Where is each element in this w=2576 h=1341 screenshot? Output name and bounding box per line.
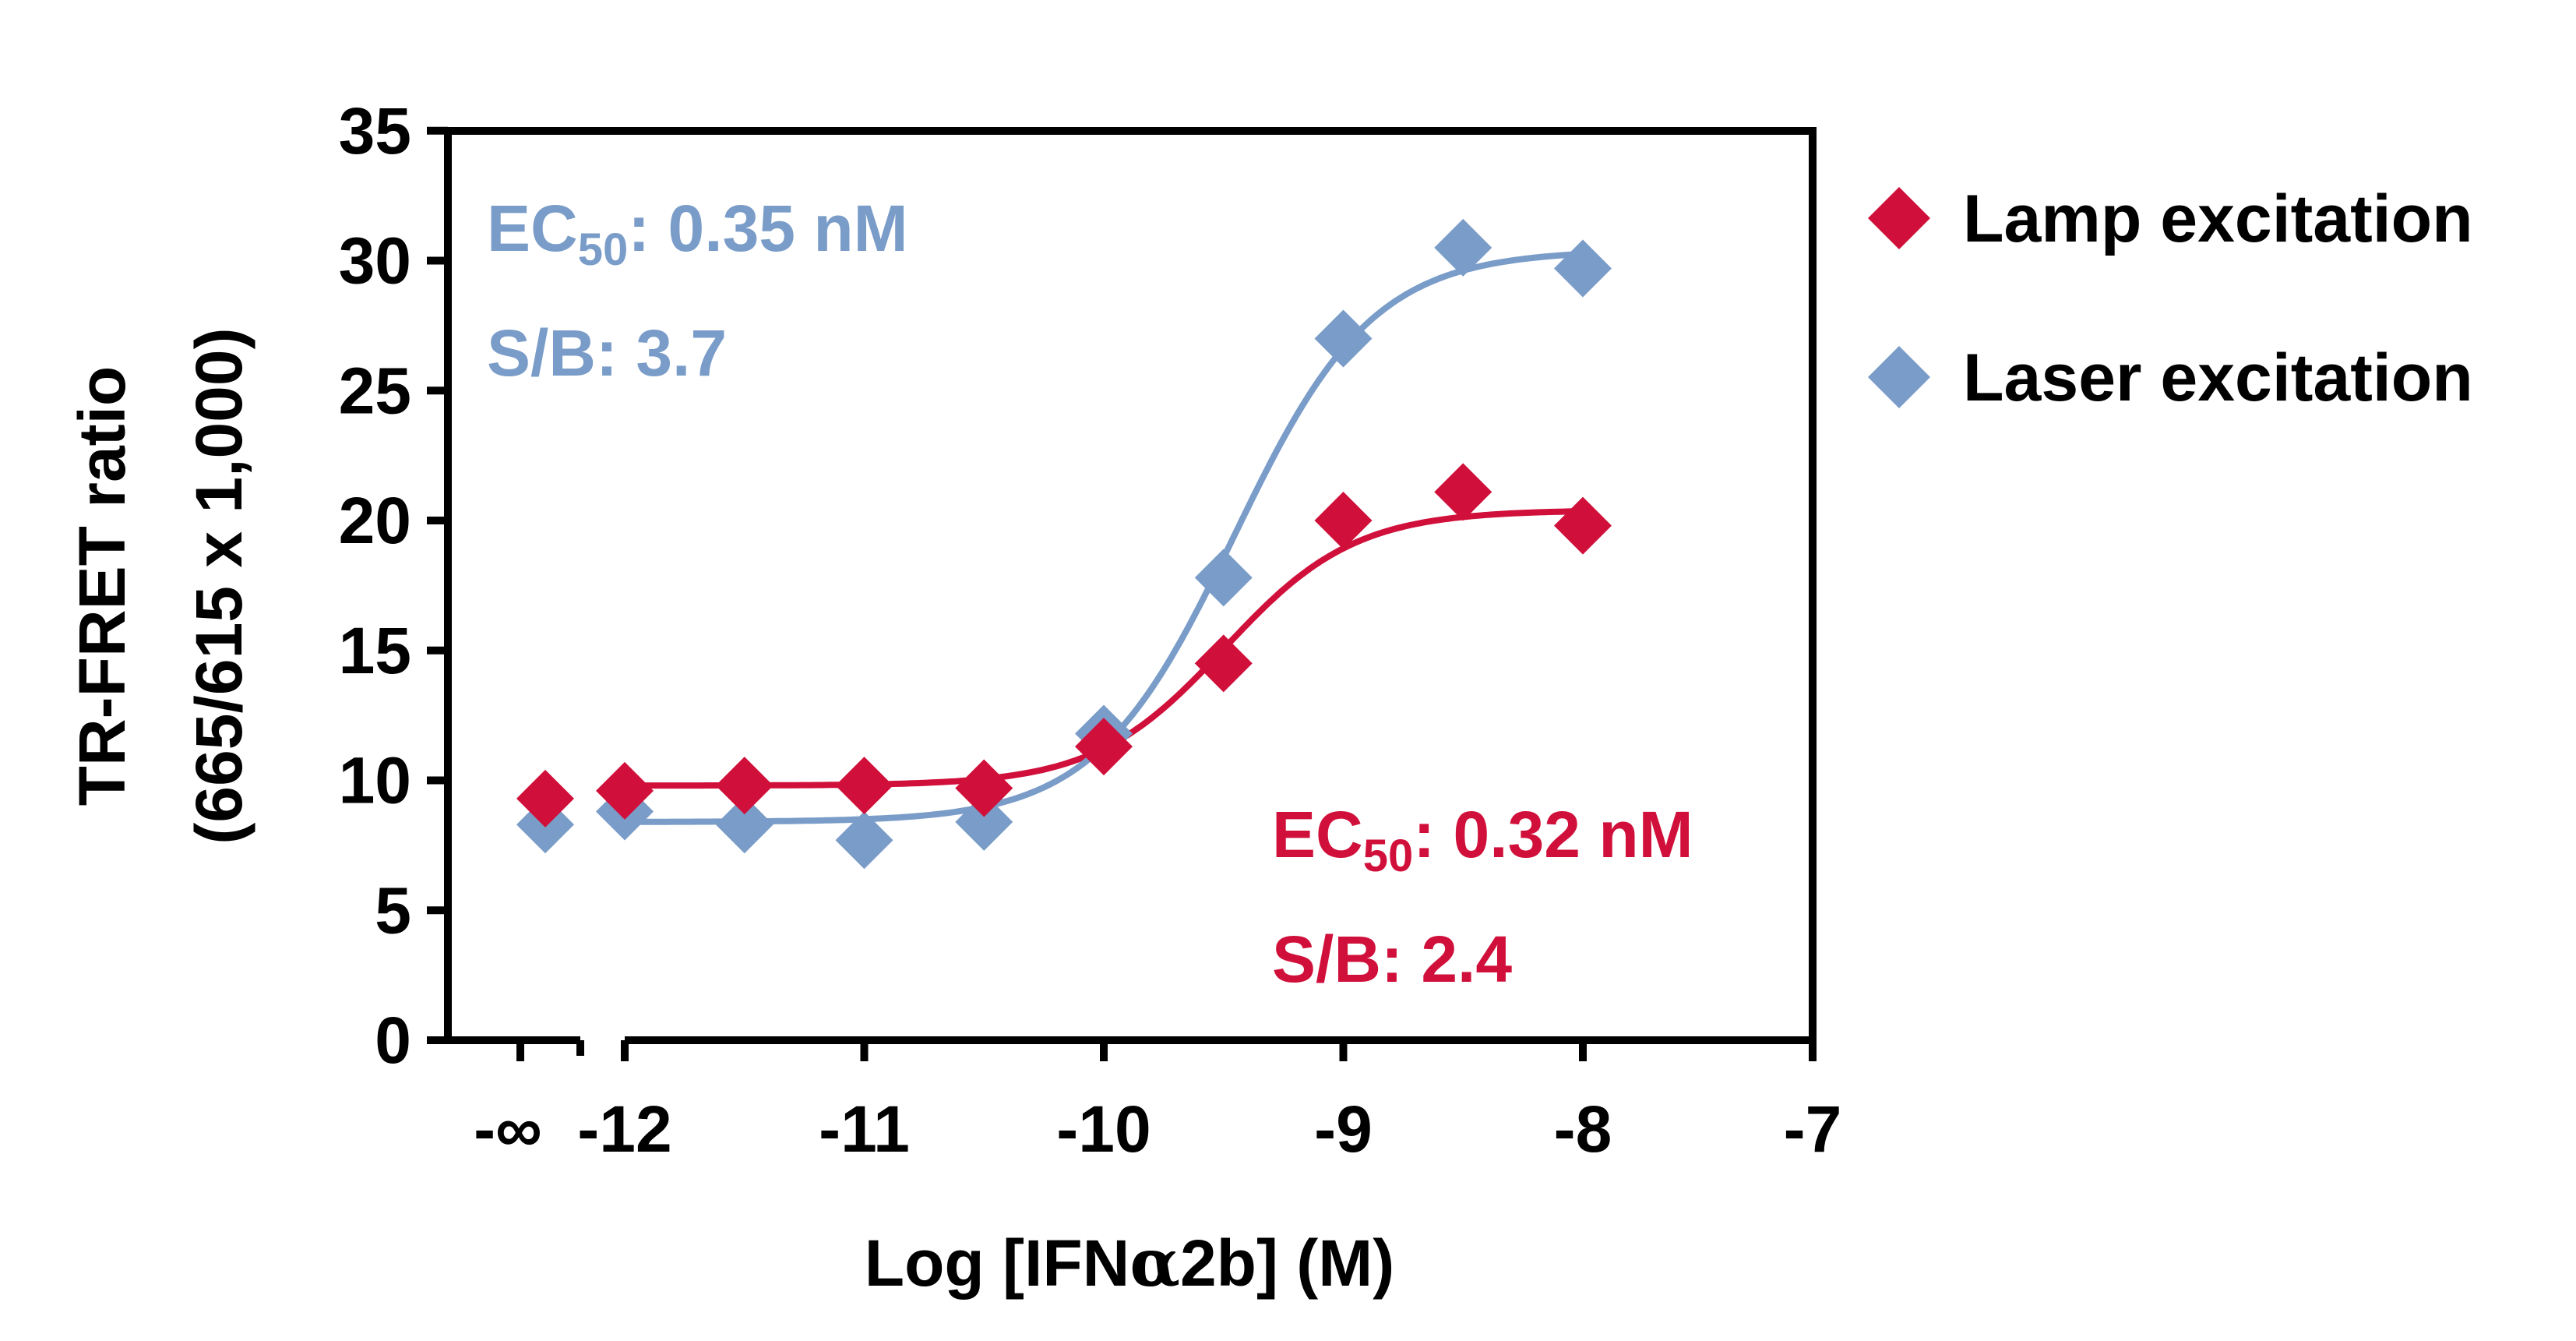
legend-laser-marker: [1868, 346, 1930, 408]
legend-lamp-marker: [1868, 187, 1930, 249]
x-axis-title-pre: Log [IFN: [865, 1226, 1130, 1300]
lamp-sb-annotation: S/B: 2.4: [1272, 923, 1512, 996]
laser-ec50-label: EC: [487, 192, 578, 265]
y-axis-title-line1: TR-FRET ratio: [65, 366, 139, 806]
laser-excitation-point: [1194, 549, 1253, 607]
y-tick-label: 35: [339, 94, 411, 168]
lamp-ec50-label: EC: [1272, 798, 1363, 871]
laser-ec50-value: : 0.35 nM: [628, 192, 907, 265]
y-tick-label: 25: [339, 354, 411, 427]
y-axis-title-line2: (665/615 x 1,000): [182, 327, 255, 844]
x-tick-label: -8: [1554, 1092, 1612, 1166]
x-tick-label: -7: [1784, 1092, 1842, 1166]
laser-excitation-point: [955, 792, 1013, 851]
laser-excitation-point: [1314, 309, 1373, 368]
x-tick-label: -11: [819, 1092, 910, 1166]
laser-ec50-annotation: EC50: 0.35 nM: [487, 192, 908, 275]
lamp-ec50-annotation: EC50: 0.32 nM: [1272, 798, 1693, 881]
y-axis: 0 5 10 15 20 25 30 35: [339, 94, 448, 1077]
x-axis-title-post: 2b] (M): [1180, 1226, 1394, 1300]
legend-laser-label: Laser excitation: [1963, 341, 2473, 415]
lamp-excitation-point: [955, 759, 1013, 817]
y-tick-label: 10: [339, 744, 411, 817]
laser-excitation-point: [835, 811, 893, 870]
x-tick-label: -12: [577, 1092, 671, 1166]
x-axis: -12 -11 -10 -9 -8 -7: [577, 1040, 1841, 1166]
laser-excitation-point: [1554, 239, 1612, 298]
x-tick-label: -10: [1056, 1092, 1151, 1166]
lamp-excitation-point: [516, 769, 574, 828]
y-tick-label: 0: [375, 1004, 411, 1077]
lamp-excitation-point: [1554, 496, 1612, 555]
x-tick-label: -9: [1314, 1092, 1373, 1166]
lamp-excitation-point: [1075, 718, 1133, 776]
lamp-ec50-value: : 0.32 nM: [1413, 798, 1693, 871]
laser-excitation-point: [715, 796, 774, 854]
lamp-excitation-point: [1434, 463, 1492, 521]
lamp-excitation-point: [596, 761, 654, 820]
legend: Lamp excitation Laser excitation: [1868, 182, 2473, 415]
lamp-excitation-point: [835, 757, 893, 815]
legend-lamp-label: Lamp excitation: [1963, 182, 2473, 256]
y-tick-label: 5: [375, 873, 411, 947]
y-tick-label: 15: [339, 614, 411, 687]
lamp-excitation-point: [1194, 634, 1253, 693]
x-axis-title: Log [IFNα2b] (M): [865, 1224, 1394, 1301]
plot-frame: [444, 127, 1817, 1040]
lamp-excitation-point: [1314, 492, 1373, 549]
laser-sb-annotation: S/B: 3.7: [487, 316, 727, 390]
x-axis-title-greek: α: [1129, 1224, 1180, 1301]
y-tick-label: 20: [339, 484, 411, 557]
data-points: [516, 218, 1612, 870]
lamp-ec50-subscript: 50: [1363, 831, 1414, 881]
x-tick-label-infinity: -∞: [474, 1092, 542, 1166]
laser-ec50-subscript: 50: [578, 224, 629, 275]
laser-excitation-point: [1434, 218, 1492, 277]
y-tick-label: 30: [339, 224, 411, 298]
lamp-excitation-point: [715, 757, 774, 815]
